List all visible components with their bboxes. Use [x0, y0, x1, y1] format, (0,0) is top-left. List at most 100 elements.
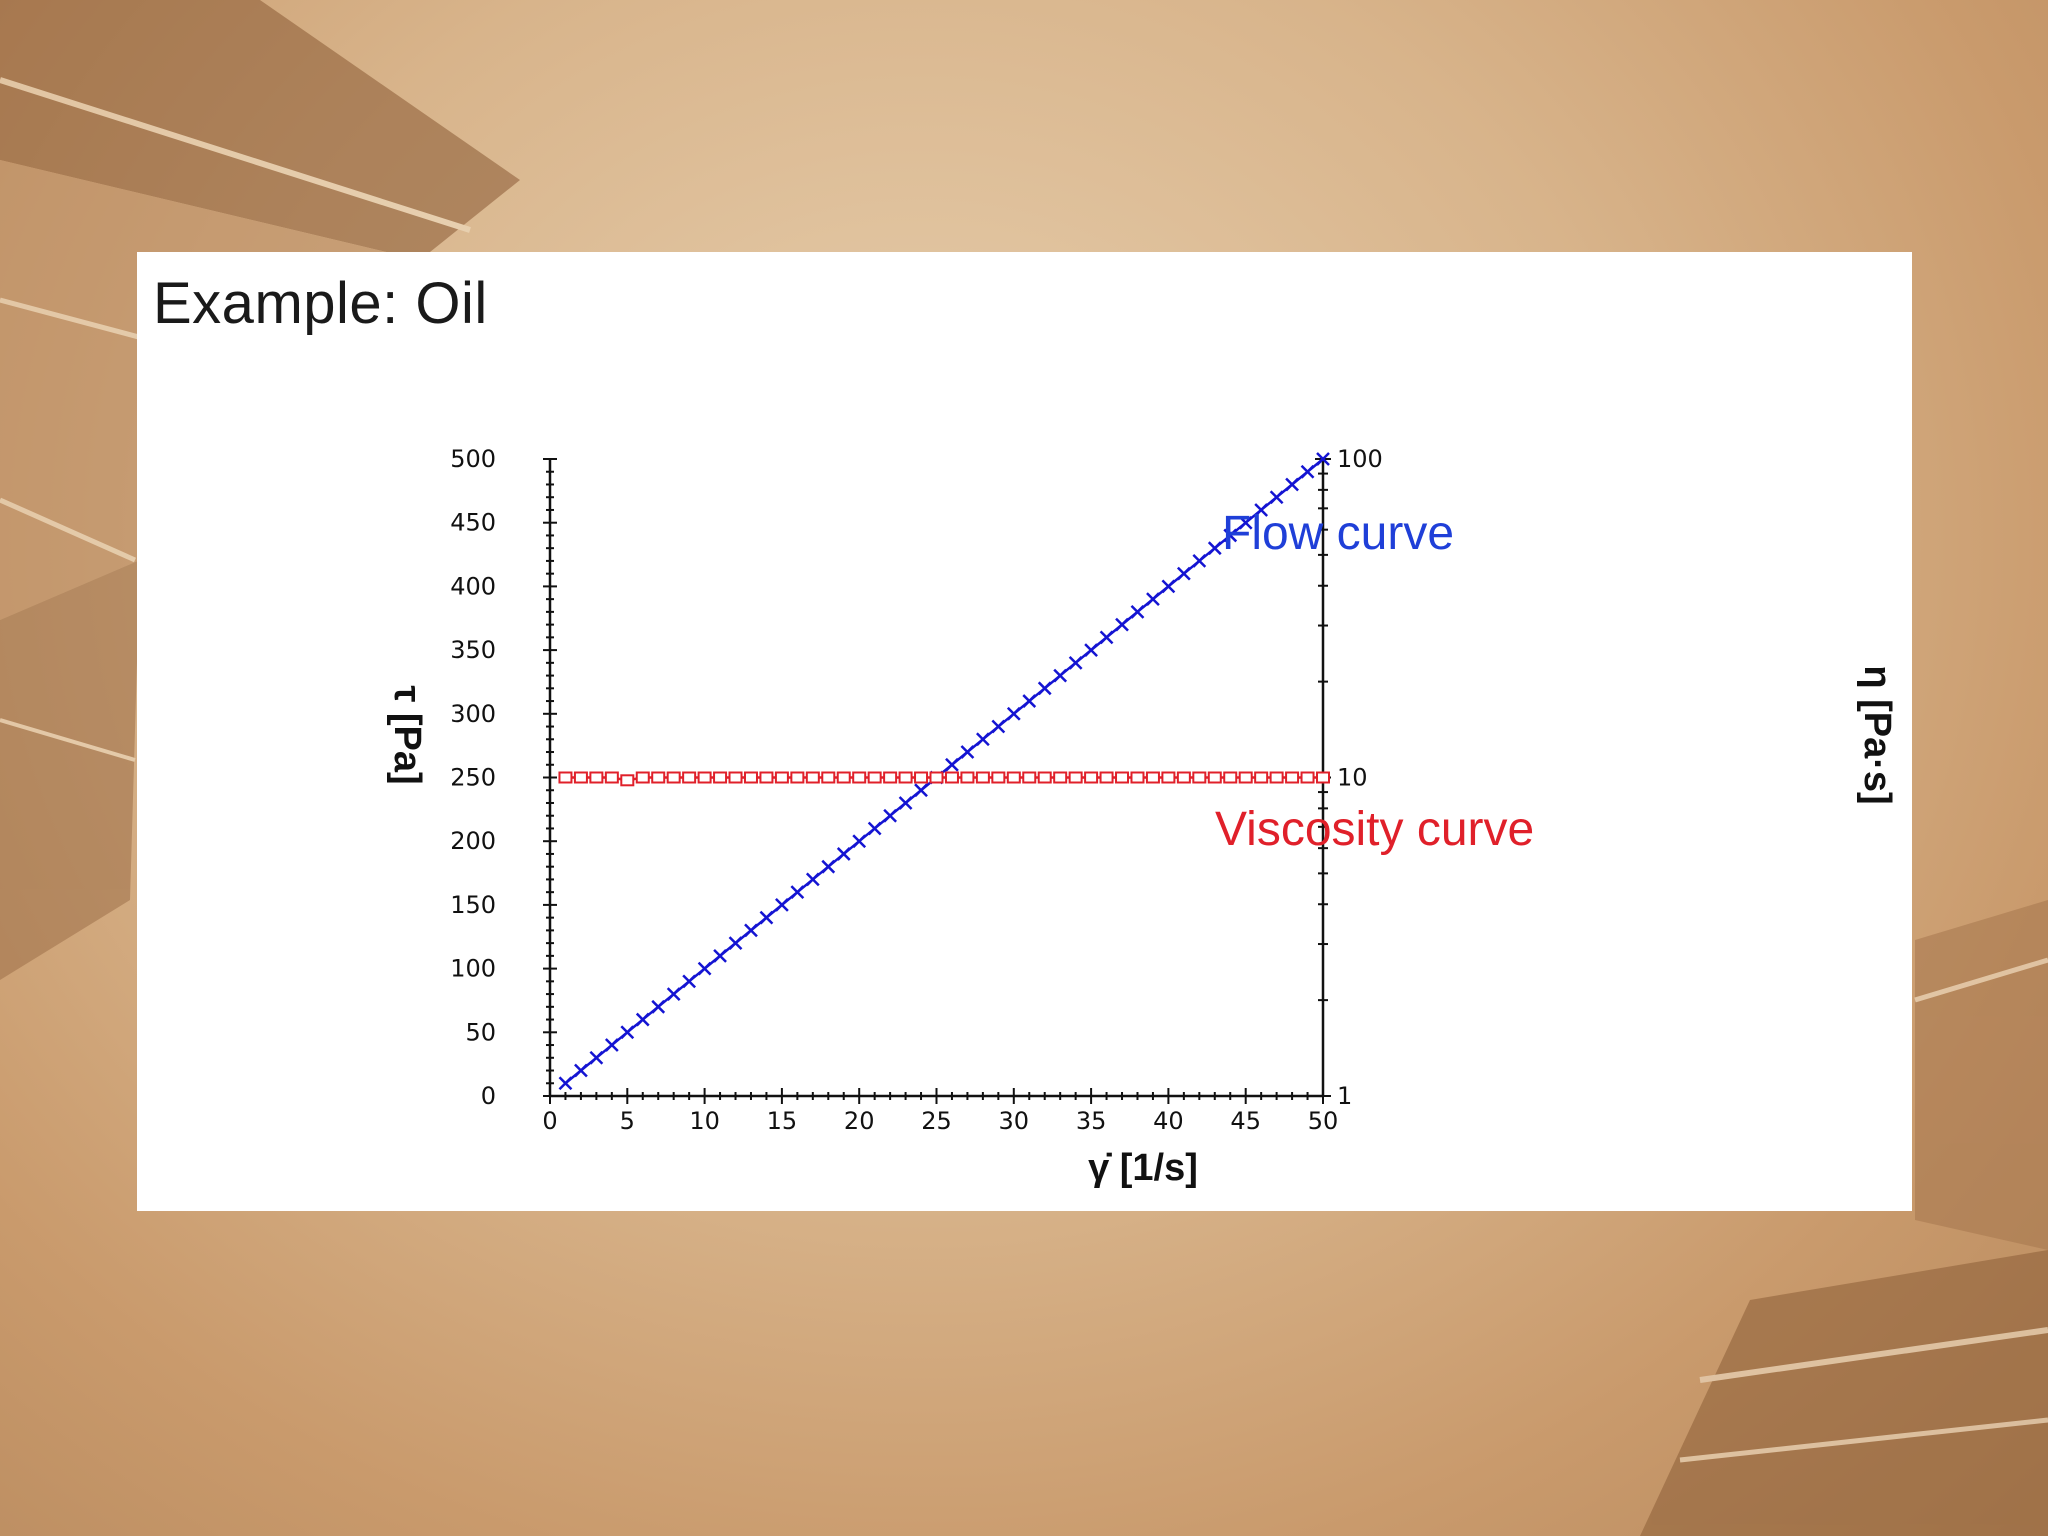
flow-point-stroke	[604, 1038, 619, 1052]
flow-point-stroke	[1130, 604, 1145, 619]
flow-point-stroke	[1022, 694, 1037, 708]
flow-point	[1053, 668, 1068, 683]
flow-point	[759, 910, 774, 925]
viscosity-point	[1084, 771, 1099, 784]
flow-point	[1146, 592, 1160, 607]
viscosity-point	[1192, 771, 1207, 784]
flow-point	[790, 885, 805, 900]
flow-point-stroke	[1254, 503, 1269, 517]
flow-point	[775, 898, 789, 912]
flow-point-stroke	[589, 1050, 604, 1065]
viscosity-point	[914, 771, 929, 784]
viscosity-point	[728, 771, 743, 784]
x-tick-label: 15	[767, 1107, 798, 1135]
flow-point	[1115, 617, 1129, 632]
flow-point	[1176, 566, 1191, 581]
flow-point	[852, 834, 867, 849]
y-tick-label: 300	[450, 700, 496, 728]
viscosity-point	[1099, 771, 1114, 784]
flow-point	[991, 719, 1006, 734]
x-tick-label: 25	[921, 1107, 952, 1135]
viscosity-point	[697, 771, 712, 784]
x-tick-label: 50	[1308, 1107, 1339, 1135]
x-tick-label: 35	[1076, 1107, 1107, 1135]
flow-point-stroke	[728, 936, 743, 951]
flow-point-stroke	[790, 885, 805, 900]
flow-point-stroke	[914, 783, 928, 798]
flow-point	[945, 757, 959, 772]
viscosity-point	[682, 771, 697, 784]
y-tick-label: 100	[450, 955, 496, 983]
viscosity-point	[960, 771, 975, 784]
flow-point	[574, 1063, 588, 1078]
flow-point-stroke	[1192, 554, 1207, 568]
viscosity-point	[1022, 771, 1037, 784]
flow-point-stroke	[852, 834, 867, 849]
flow-point	[821, 859, 836, 874]
flow-point-stroke	[1269, 490, 1284, 505]
viscosity-point	[1006, 771, 1021, 784]
x-tick-label: 20	[844, 1107, 875, 1135]
flow-point-stroke	[635, 1012, 650, 1027]
flow-point-stroke	[867, 821, 882, 836]
flow-point-stroke	[821, 859, 836, 874]
flow-point-stroke	[682, 974, 697, 989]
viscosity-point	[713, 771, 728, 784]
y-tick-label: 500	[450, 445, 496, 473]
viscosity-point	[651, 771, 666, 784]
flow-point-stroke	[945, 757, 959, 772]
viscosity-curve-label: Viscosity curve	[1215, 803, 1534, 856]
viscosity-point	[883, 771, 898, 784]
viscosity-point	[805, 771, 820, 784]
viscosity-point	[852, 771, 867, 784]
flow-point-stroke	[697, 961, 712, 976]
flow-point	[713, 948, 727, 963]
y-tick-label: 450	[450, 509, 496, 537]
viscosity-point	[1161, 771, 1176, 784]
x-tick-label: 30	[999, 1107, 1030, 1135]
x-tick-label: 5	[620, 1107, 635, 1135]
flow-point-stroke	[620, 1025, 635, 1040]
flow-point-stroke	[1207, 541, 1222, 556]
viscosity-point	[790, 771, 805, 784]
viscosity-point	[1037, 771, 1052, 784]
flow-point	[1269, 490, 1284, 505]
viscosity-point	[589, 771, 604, 784]
viscosity-point	[975, 771, 990, 784]
flow-point	[960, 745, 975, 759]
flow-point	[558, 1076, 573, 1091]
x-tick-label: 0	[542, 1107, 557, 1135]
flow-point	[1084, 643, 1098, 657]
flow-point	[1316, 452, 1330, 466]
flow-point-stroke	[666, 987, 681, 1001]
flow-point	[867, 821, 882, 836]
viscosity-point	[1176, 771, 1191, 784]
viscosity-point	[604, 771, 619, 784]
viscosity-point	[1269, 771, 1284, 784]
viscosity-point	[991, 771, 1006, 784]
flow-point	[1254, 503, 1269, 517]
viscosity-point	[1130, 771, 1145, 784]
flow-point	[898, 796, 913, 810]
y2-tick-label: 1	[1337, 1082, 1352, 1110]
slide-title: Example: Oil	[153, 271, 488, 336]
flow-point	[1022, 694, 1037, 708]
viscosity-point	[774, 771, 789, 784]
chart-card: Example: Oil 0 50 100 150 200 250 300 350 400 450…	[137, 252, 1912, 1211]
viscosity-point	[1053, 771, 1068, 784]
viscosity-point	[620, 774, 635, 787]
y-axis-title: τ [Pa]	[386, 685, 428, 784]
flow-point-stroke	[805, 872, 820, 887]
y-tick-label: 150	[450, 891, 496, 919]
y-tick-label: 50	[465, 1018, 496, 1046]
staircase-bottom-right	[1640, 900, 2048, 1536]
viscosity-point	[1254, 771, 1269, 784]
viscosity-point	[1145, 771, 1160, 784]
y-tick-label: 250	[450, 764, 496, 792]
x-tick-label: 40	[1153, 1107, 1184, 1135]
viscosity-point	[1300, 771, 1315, 784]
flow-point-stroke	[883, 808, 898, 823]
flow-point	[1006, 706, 1021, 721]
